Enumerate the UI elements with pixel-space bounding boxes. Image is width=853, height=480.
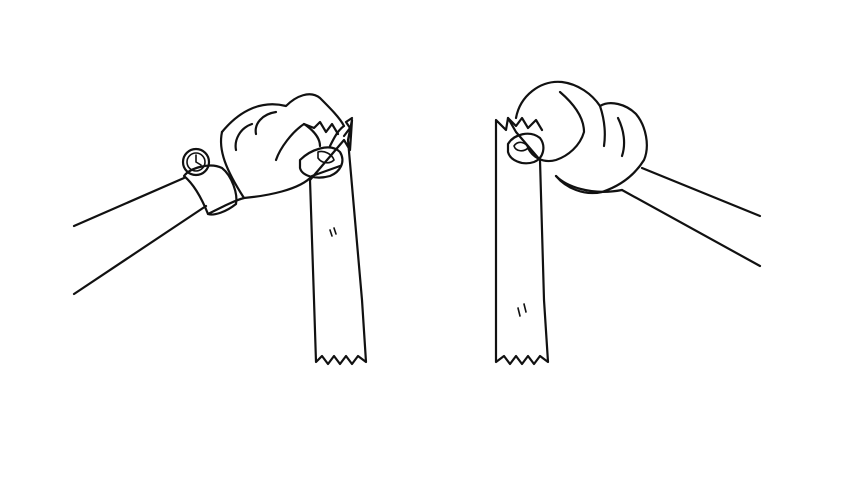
right-tape-strip (494, 116, 550, 366)
left-tape-strip (308, 116, 368, 366)
wristwatch-icon (181, 147, 238, 216)
right-arm (620, 166, 762, 268)
right-hand (506, 80, 648, 195)
left-arm (72, 176, 208, 296)
left-hand (206, 93, 346, 216)
